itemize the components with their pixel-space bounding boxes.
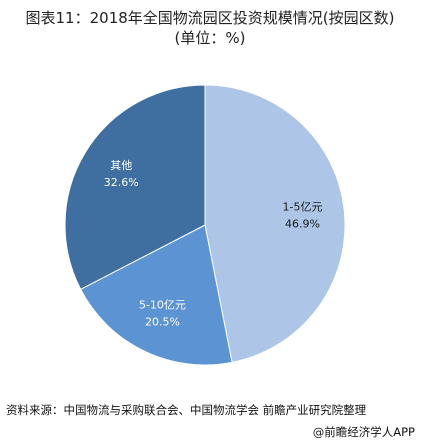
chart-title: 图表11：2018年全国物流园区投资规模情况(按园区数)(单位：%) [25, 9, 395, 47]
value-label: 20.5% [145, 315, 180, 328]
chart: 1-5亿元 46.9% 5-10亿元 20.5% 其他 32.6% [64, 84, 346, 366]
pie-slice [204, 84, 346, 363]
slice-label: 其他 [110, 159, 132, 172]
slice-label: 1-5亿元 [283, 200, 323, 213]
pie-slice [64, 84, 206, 291]
credit: @前瞻经济学人APP [312, 425, 415, 439]
pie-slice [79, 224, 233, 366]
value-label: 32.6% [104, 176, 139, 189]
slice-label: 5-10亿元 [139, 298, 186, 311]
source-note: 资料来源：中国物流与采购联合会、中国物流学会 前瞻产业研究院整理 [6, 403, 367, 417]
value-label: 46.9% [285, 217, 320, 230]
